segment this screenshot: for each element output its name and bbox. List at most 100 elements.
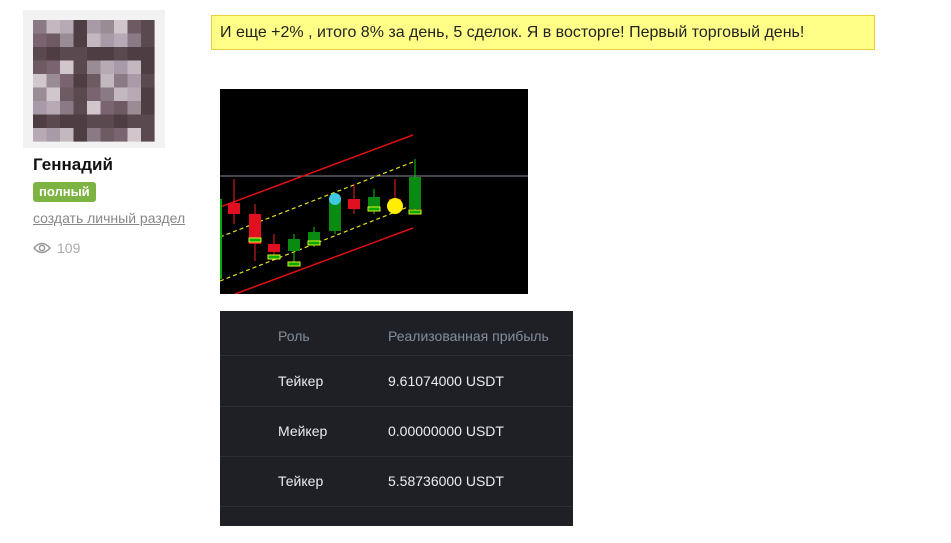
post-text: И еще +2% , итого 8% за день, 5 сделок. … [211,15,875,50]
avatar-pixel [141,20,155,34]
avatar-pixel [141,74,155,88]
table-row: Тейкер 9.61074000 USDT [220,356,573,407]
avatar-pixel [60,33,74,48]
avatar-pixel [46,47,61,61]
table-row: Мейкер 0.00000000 USDT [220,406,573,457]
avatar-pixel [100,74,115,88]
avatar-pixel [87,20,101,34]
avatar-pixel [60,101,74,115]
table-header: Роль Реализованная прибыль [220,311,573,356]
avatar-pixel [127,128,142,142]
avatar-pixel [141,60,155,75]
avatar-pixel [114,74,128,88]
avatar-pixel [73,60,88,75]
avatar-pixel [46,33,61,48]
views: 109 [33,240,80,256]
avatar-pixel [114,87,128,102]
avatar-pixel [87,128,101,142]
avatar-pixel [100,60,115,75]
avatar-pixel [46,101,61,115]
avatar-pixel [73,101,88,115]
avatar-pixel [127,33,142,48]
avatar-pixel [33,101,47,115]
avatar-pixel [60,87,74,102]
eye-icon [33,242,51,254]
views-count: 109 [57,240,81,256]
table-row: Тейкер 5.58736000 USDT [220,456,573,507]
table-cell: 0.00000000 USDT [388,423,504,439]
avatar-pixel [87,60,101,75]
avatar-pixel [114,20,128,34]
avatar-pixel [141,87,155,102]
avatar-pixel [100,87,115,102]
avatar-pixel [141,114,155,129]
avatar-pixel [114,33,128,48]
avatar[interactable] [23,10,165,148]
table-image: Роль Реализованная прибыль Тейкер 9.6107400… [220,311,573,526]
avatar-pixel [46,87,61,102]
table-cell: 5.58736000 USDT [388,473,504,489]
avatar-pixel [141,33,155,48]
avatar-pixel [33,20,47,34]
avatar-pixel [73,47,88,61]
avatar-pixel [46,60,61,75]
avatar-pixel [141,47,155,61]
avatar-pixel [33,47,47,61]
avatar-pixel [114,114,128,129]
avatar-pixel [60,60,74,75]
avatar-pixel [100,47,115,61]
table-cell: 9.61074000 USDT [388,373,504,389]
avatar-pixel [87,114,101,129]
avatar-pixel [33,60,47,75]
avatar-pixel [33,33,47,48]
avatar-pixel [127,74,142,88]
avatar-pixel [46,128,61,142]
avatar-pixel [100,128,115,142]
avatar-pixel [73,20,88,34]
header-cell: Реализованная прибыль [388,328,549,344]
header-cell: Роль [278,328,310,344]
avatar-pixel [127,60,142,75]
avatar-pixel [141,128,155,142]
avatar-pixel [73,33,88,48]
table-cell: Тейкер [278,473,324,489]
avatar-pixel [33,128,47,142]
avatar-pixel [73,128,88,142]
avatar-pixel [100,101,115,115]
avatar-pixel [127,47,142,61]
avatar-pixel [127,87,142,102]
avatar-pixel [60,114,74,129]
avatar-pixel [87,33,101,48]
avatar-pixel [33,114,47,129]
avatar-pixel [100,33,115,48]
avatar-pixel [100,20,115,34]
avatar-pixel [73,87,88,102]
avatar-pixel [60,20,74,34]
avatar-pixel [114,60,128,75]
table-cell: Мейкер [278,423,328,439]
avatar-pixel [46,114,61,129]
avatar-pixel [87,74,101,88]
avatar-pixel [87,47,101,61]
avatar-pixel [73,114,88,129]
avatar-pixel [33,74,47,88]
avatar-pixel [127,20,142,34]
avatar-pixel [33,87,47,102]
avatar-pixel [114,101,128,115]
create-section-link[interactable]: создать личный раздел [33,210,186,226]
avatar-pixel [87,87,101,102]
user-badge: полный [33,182,96,202]
table-cell: Тейкер [278,373,324,389]
avatar-pixel [114,47,128,61]
avatar-pixel [73,74,88,88]
user-name: Геннадий [33,155,113,174]
avatar-pixel [127,101,142,115]
avatar-pixel [141,101,155,115]
avatar-pixel [127,114,142,129]
avatar-pixel [46,20,61,34]
avatar-pixel [46,74,61,88]
avatar-pixel [87,101,101,115]
avatar-pixel [114,128,128,142]
avatar-pixel [60,128,74,142]
